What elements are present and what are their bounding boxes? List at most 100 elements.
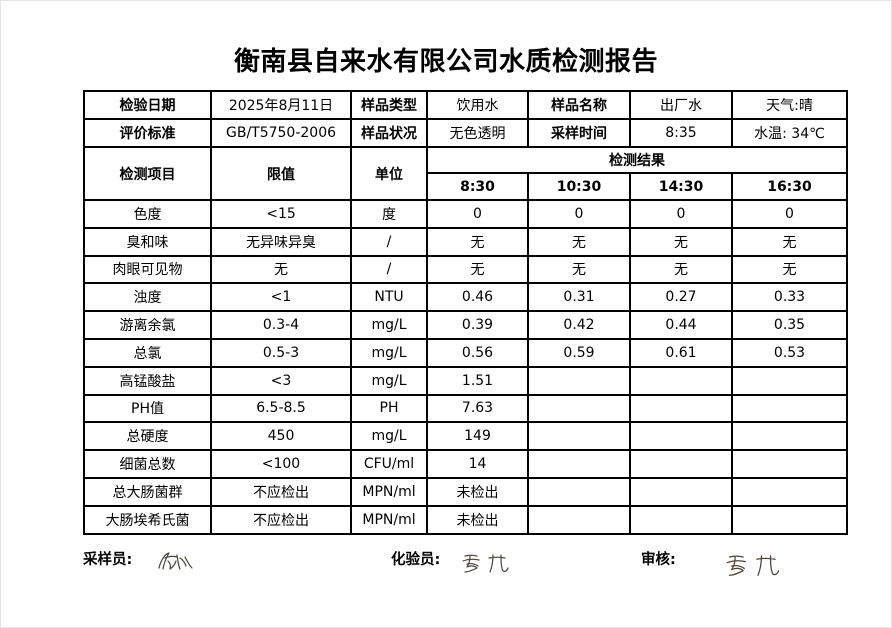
result-cell bbox=[527, 421, 631, 452]
table-row: PH值 6.5-8.5 PH 7.63 bbox=[83, 393, 848, 424]
result-cell: 0.46 bbox=[426, 282, 529, 313]
sampler-signature-group: 采样员: bbox=[83, 549, 194, 575]
result-cell: 未检出 bbox=[426, 476, 529, 507]
sampling-time-label: 采样时间 bbox=[527, 118, 631, 148]
limit-cell: 无异味异臭 bbox=[210, 226, 352, 257]
result-cell bbox=[629, 421, 733, 452]
result-cell: 0 bbox=[629, 199, 733, 229]
standard-value: GB/T5750-2006 bbox=[210, 118, 352, 148]
result-cell: 0 bbox=[731, 199, 848, 229]
table-row: 总大肠菌群 不应检出 MPN/ml 未检出 bbox=[83, 476, 848, 507]
item-cell: 臭和味 bbox=[83, 226, 212, 257]
unit-cell: CFU/ml bbox=[350, 449, 428, 479]
column-header-results-group: 检测结果 bbox=[426, 146, 848, 174]
limit-cell: 0.5-3 bbox=[210, 337, 352, 368]
result-cell bbox=[527, 504, 631, 535]
unit-cell: mg/L bbox=[350, 365, 428, 396]
result-cell bbox=[527, 476, 631, 507]
limit-cell: <15 bbox=[210, 199, 352, 229]
sample-type-value: 饮用水 bbox=[426, 90, 529, 120]
column-header-limit: 限值 bbox=[210, 146, 352, 201]
unit-cell: MPN/ml bbox=[350, 504, 428, 535]
limit-cell: 450 bbox=[210, 421, 352, 452]
inspection-date-label: 检验日期 bbox=[83, 90, 212, 120]
item-cell: 大肠埃希氏菌 bbox=[83, 504, 212, 535]
tester-label: 化验员: bbox=[391, 552, 441, 568]
limit-cell: <3 bbox=[210, 365, 352, 396]
item-cell: 肉眼可见物 bbox=[83, 254, 212, 285]
item-cell: PH值 bbox=[83, 393, 212, 424]
column-header-item: 检测项目 bbox=[83, 146, 212, 201]
result-cell: 无 bbox=[527, 254, 631, 285]
result-cell: 7.63 bbox=[426, 393, 529, 424]
result-cell bbox=[731, 421, 848, 452]
result-cell: 0.44 bbox=[629, 310, 733, 340]
result-cell: 无 bbox=[629, 254, 733, 285]
result-cell: 0 bbox=[426, 199, 529, 229]
time-header-1: 8:30 bbox=[426, 172, 529, 201]
unit-cell: mg/L bbox=[350, 337, 428, 368]
result-cell: 无 bbox=[731, 254, 848, 285]
table-row: 细菌总数 <100 CFU/ml 14 bbox=[83, 449, 848, 479]
table-row: 总硬度 450 mg/L 149 bbox=[83, 421, 848, 452]
info-row-2: 评价标准 GB/T5750-2006 样品状况 无色透明 采样时间 8:35 水… bbox=[83, 118, 848, 148]
table-row: 肉眼可见物无 / 无无无无 bbox=[83, 254, 848, 285]
time-header-4: 16:30 bbox=[731, 172, 848, 201]
result-cell: 0.31 bbox=[527, 282, 631, 313]
result-cell: 1.51 bbox=[426, 365, 529, 396]
item-cell: 总大肠菌群 bbox=[83, 476, 212, 507]
water-temp-value: 水温: 34℃ bbox=[731, 118, 848, 148]
tester-signature bbox=[456, 549, 510, 577]
unit-cell: 度 bbox=[350, 199, 428, 229]
limit-cell: 不应检出 bbox=[210, 476, 352, 507]
results-times-row: 8:30 10:30 14:30 16:30 bbox=[84, 172, 848, 201]
result-cell bbox=[629, 365, 733, 396]
result-cell: 无 bbox=[426, 226, 529, 257]
item-cell: 浊度 bbox=[83, 282, 212, 313]
limit-cell: 0.3-4 bbox=[210, 310, 352, 340]
sample-name-label: 样品名称 bbox=[527, 90, 631, 120]
reviewer-signature bbox=[716, 549, 784, 581]
result-cell: 0.42 bbox=[527, 310, 631, 340]
limit-cell: 6.5-8.5 bbox=[210, 393, 352, 424]
item-cell: 细菌总数 bbox=[83, 449, 212, 479]
result-cell: 0.35 bbox=[731, 310, 848, 340]
limit-cell: 无 bbox=[210, 254, 352, 285]
sampling-time-value: 8:35 bbox=[629, 118, 733, 148]
water-quality-table: 检验日期 2025年8月11日 样品类型 饮用水 样品名称 出厂水 天气:晴 评… bbox=[83, 90, 848, 535]
sampler-label: 采样员: bbox=[83, 552, 133, 568]
table-row: 高锰酸盐 <3 mg/L 1.51 bbox=[83, 365, 848, 396]
table-row: 色度 <15 度 0 0 0 0 bbox=[83, 199, 848, 229]
result-cell bbox=[527, 365, 631, 396]
result-cell bbox=[629, 476, 733, 507]
result-cell bbox=[731, 476, 848, 507]
unit-cell: MPN/ml bbox=[350, 476, 428, 507]
unit-cell: NTU bbox=[350, 282, 428, 313]
result-cell bbox=[629, 449, 733, 479]
sample-name-value: 出厂水 bbox=[629, 90, 733, 120]
result-cell: 0 bbox=[527, 199, 631, 229]
unit-cell: / bbox=[350, 254, 428, 285]
reviewer-signature-group: 审核: bbox=[641, 549, 784, 581]
table-row: 浊度 <1 NTU 0.46 0.31 0.27 0.33 bbox=[83, 282, 848, 313]
result-cell bbox=[527, 393, 631, 424]
sampler-signature bbox=[148, 549, 194, 575]
unit-cell: mg/L bbox=[350, 421, 428, 452]
result-cell bbox=[731, 393, 848, 424]
standard-label: 评价标准 bbox=[83, 118, 212, 148]
item-cell: 高锰酸盐 bbox=[83, 365, 212, 396]
result-cell: 无 bbox=[426, 254, 529, 285]
result-cell: 无 bbox=[527, 226, 631, 257]
result-cell bbox=[731, 449, 848, 479]
unit-cell: PH bbox=[350, 393, 428, 424]
result-cell: 0.33 bbox=[731, 282, 848, 313]
result-cell: 未检出 bbox=[426, 504, 529, 535]
time-header-3: 14:30 bbox=[629, 172, 733, 201]
table-row: 大肠埃希氏菌 不应检出 MPN/ml 未检出 bbox=[83, 504, 848, 535]
result-cell: 0.59 bbox=[527, 337, 631, 368]
page-title: 衡南县自来水有限公司水质检测报告 bbox=[233, 47, 658, 77]
limit-cell: 不应检出 bbox=[210, 504, 352, 535]
result-cell bbox=[731, 504, 848, 535]
inspection-date-value: 2025年8月11日 bbox=[210, 90, 352, 120]
